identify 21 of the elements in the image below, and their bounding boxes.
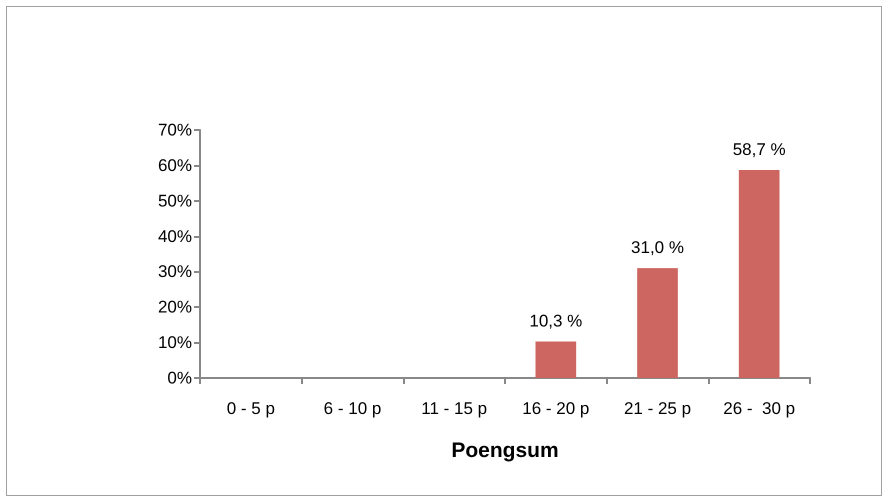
x-tick-label: 6 - 10 p: [324, 399, 382, 418]
x-tick-label: 26 - 30 p: [723, 399, 796, 418]
x-tick-label: 11 - 15 p: [421, 399, 488, 418]
data-label: 58,7 %: [732, 140, 786, 160]
y-tick-label: 60%: [158, 156, 192, 175]
y-tick-label: 50%: [158, 191, 192, 210]
y-tick-label: 30%: [158, 262, 192, 282]
data-label: 31,0 %: [631, 238, 684, 258]
y-tick-label: 20%: [158, 298, 192, 317]
bar: [536, 342, 576, 378]
y-tick-label: 0%: [167, 368, 192, 388]
x-tick-label: 16 - 20 p: [522, 399, 590, 418]
x-tick-label: 21 - 25 p: [624, 399, 692, 418]
bar: [738, 170, 780, 378]
y-tick-label: 70%: [158, 120, 192, 140]
x-tick-label: 0 - 5 p: [226, 399, 275, 418]
y-tick-label: 40%: [158, 226, 192, 246]
x-axis-title: Poengsum: [451, 439, 559, 462]
data-label: 10,3 %: [529, 312, 582, 331]
y-tick-label: 10%: [158, 333, 192, 352]
bar: [637, 268, 678, 378]
